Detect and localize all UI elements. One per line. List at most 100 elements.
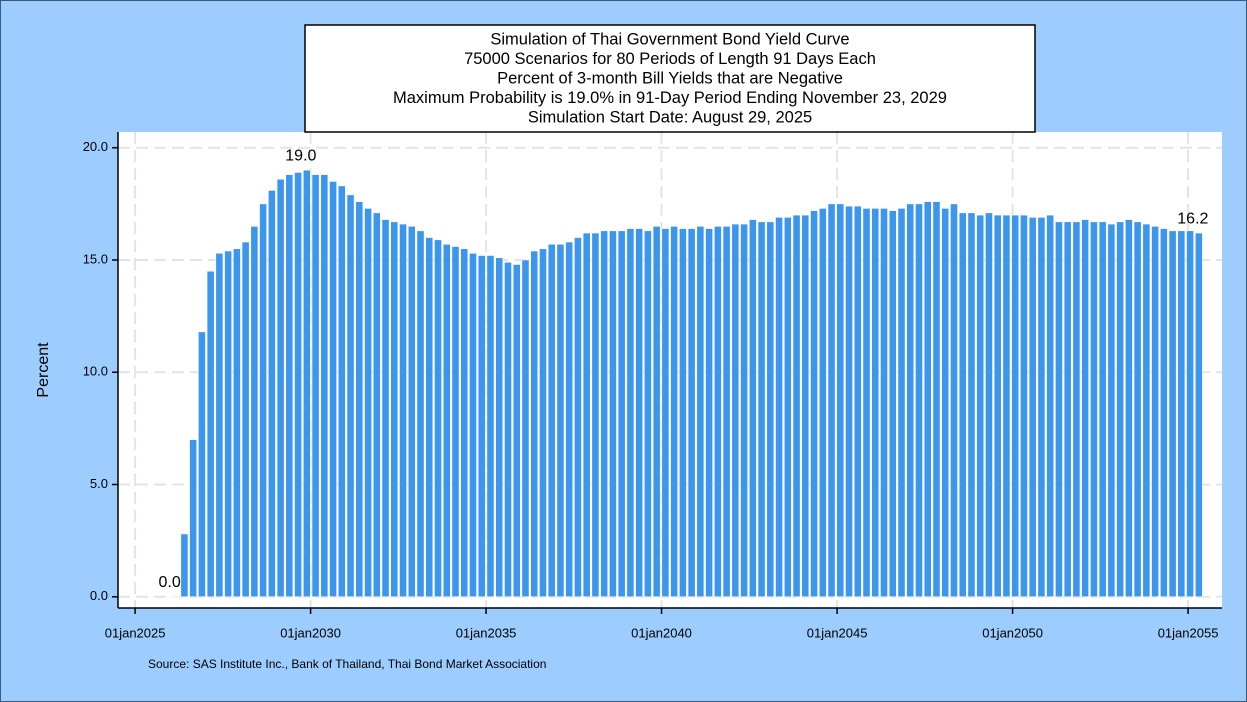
y-axis-label: Percent [35,342,52,398]
bar [958,212,967,598]
bar [1037,217,1046,598]
bar [1194,232,1203,598]
bar [845,205,853,598]
bar [644,230,652,598]
chart-title: Maximum Probability is 19.0% in 91-Day P… [393,89,947,107]
bar [302,169,311,598]
bar [976,214,985,598]
data-label: 0.0 [159,574,181,591]
bar [705,228,713,598]
chart-title: 75000 Scenarios for 80 Periods of Length… [464,50,876,68]
data-label: 16.2 [1177,210,1208,227]
bar [565,241,574,598]
bar [1168,230,1177,598]
data-label: 19.0 [285,147,316,164]
bar [1055,221,1063,598]
y-tick-label: 5.0 [90,476,108,491]
bar [801,214,810,598]
bar [311,174,320,598]
bar [469,252,477,598]
bar [600,230,609,598]
bar [1098,221,1107,598]
bar [294,172,302,598]
bar [862,208,871,598]
bar [1090,221,1098,598]
bar [1151,226,1159,598]
bar [180,533,189,598]
bar [1124,219,1133,598]
bar [425,237,434,598]
chart-title: Simulation of Thai Government Bond Yield… [490,30,849,48]
bar [329,181,337,598]
bar [888,210,897,598]
bar [215,252,224,598]
x-tick-label: 01jan2050 [982,625,1043,640]
bar [993,214,1002,598]
bar [1072,221,1081,598]
bars [171,169,1203,598]
x-tick-label: 01jan2030 [280,625,341,640]
bar [740,223,748,598]
bar [267,190,276,598]
bar [504,261,512,598]
bar [390,221,399,598]
bar [713,226,722,598]
bar [241,241,250,598]
bar [407,226,416,598]
bar [477,255,486,598]
bar [783,217,792,598]
bar [259,203,267,598]
y-tick-label: 15.0 [83,251,108,266]
bar [775,217,783,598]
bar [416,230,425,598]
chart-title: Percent of 3-month Bill Yields that are … [497,69,843,87]
bar [923,201,932,598]
bar [853,205,862,598]
bar [355,201,364,598]
bar [364,208,372,598]
bar [1011,214,1020,598]
bar [399,223,407,598]
bar [460,248,469,598]
bar [381,219,390,598]
bar [609,230,617,598]
bar [337,185,346,598]
bar [635,228,644,598]
bar [722,226,731,598]
bar [320,174,329,598]
bar [836,203,845,598]
bar [171,596,180,598]
bar [451,246,460,598]
bar [818,208,827,598]
bar [670,226,679,598]
bar [486,255,495,598]
bar [915,203,923,598]
bar [1186,230,1194,598]
bar [346,194,355,598]
source-note: Source: SAS Institute Inc., Bank of Thai… [148,657,546,671]
bar [1177,230,1186,598]
bar [678,228,687,598]
bar [617,230,626,598]
bar [1063,221,1072,598]
y-tick-label: 20.0 [83,139,108,154]
bar [967,212,976,598]
bar [556,243,565,598]
bar [1046,214,1055,598]
bar [574,237,582,598]
bar [495,257,504,598]
bar [932,201,941,598]
bar [792,214,801,598]
bar [626,228,635,598]
bar [1107,223,1116,598]
title: Simulation of Thai Government Bond Yield… [393,30,947,126]
bar [810,210,818,598]
bar [731,223,740,598]
bar [827,203,836,598]
bar [1081,219,1090,598]
bar [224,250,233,598]
bar [652,226,661,598]
x-tick-label: 01jan2055 [1158,625,1219,640]
bar [250,226,259,598]
bar [897,208,906,598]
